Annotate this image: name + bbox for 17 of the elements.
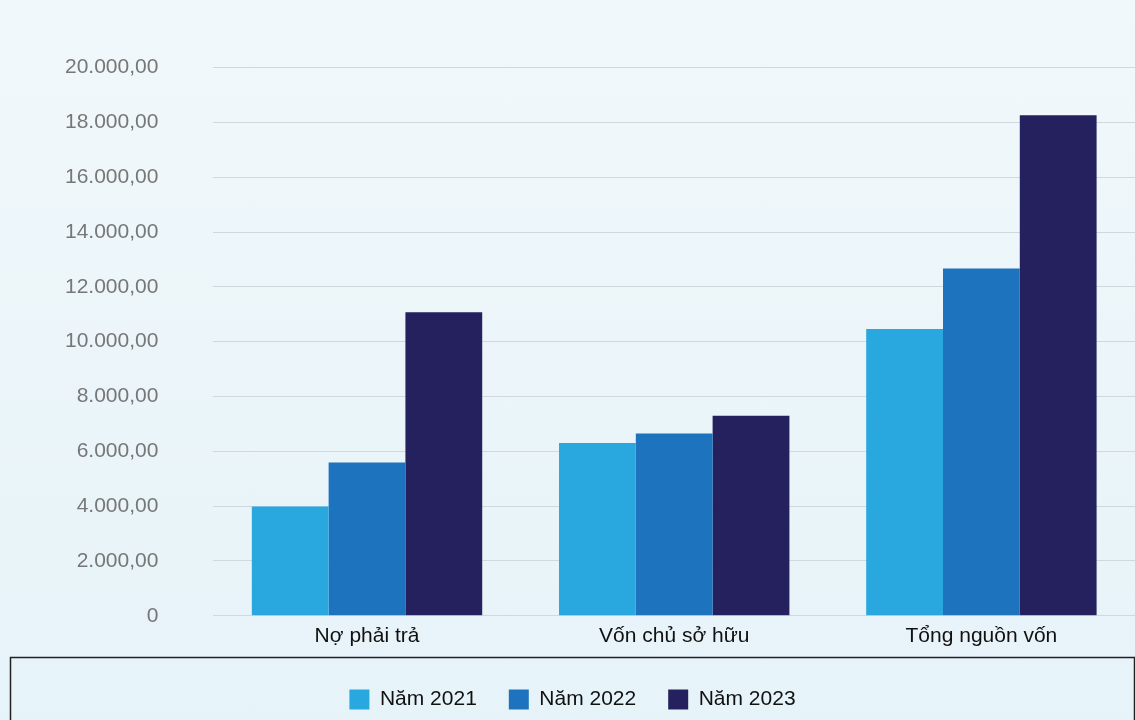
y-tick-label: 2.000,00 [76,547,159,571]
x-tick-label: Vốn chủ sở hữu [599,623,750,647]
y-tick-label: 18.000,00 [64,109,159,133]
y-tick-label: 12.000,00 [64,273,159,297]
y-tick-label: 0 [146,602,159,626]
legend-label: Năm 2023 [698,686,796,710]
x-tick-label: Tổng nguồn vốn [905,623,1058,647]
y-tick-label: 16.000,00 [64,164,159,188]
y-tick-label: 4.000,00 [76,492,159,516]
y-tick-label: 6.000,00 [76,438,159,462]
y-tick-label: 14.000,00 [64,218,159,242]
legend-label: Năm 2021 [379,686,477,710]
x-tick-label: Nợ phải trả [314,623,420,647]
y-tick-label: 8.000,00 [76,383,159,407]
legend-label: Năm 2022 [539,686,637,710]
y-tick-label: 10.000,00 [64,328,159,352]
y-tick-label: 20.000,00 [64,54,159,78]
